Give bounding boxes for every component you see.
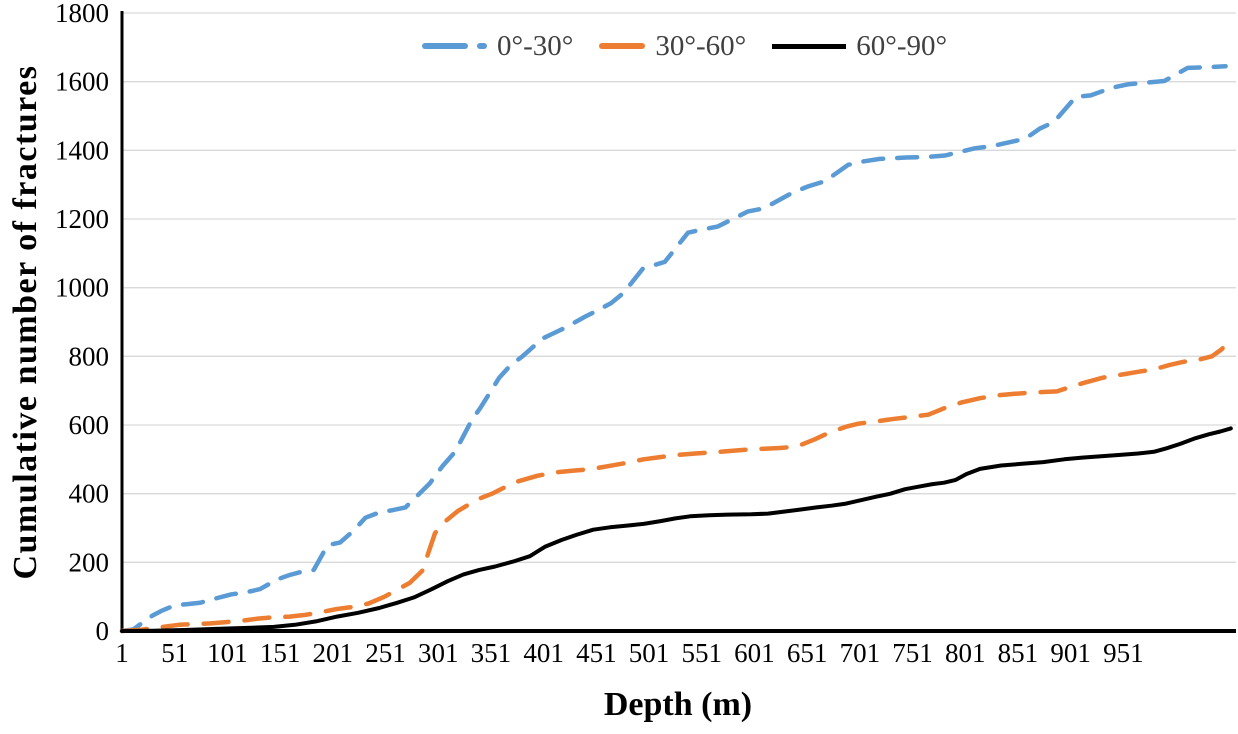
series-line-30°-60° xyxy=(119,338,1233,634)
x-tick-label: 851 xyxy=(998,638,1039,668)
legend-marker-solid-black xyxy=(772,43,847,49)
legend-item-30-60: 30°-60° xyxy=(599,30,746,63)
y-tick-label: 200 xyxy=(69,547,110,577)
legend-label: 60°-90° xyxy=(856,29,948,62)
legend-marker-dashed-blue xyxy=(422,43,487,49)
x-tick-label: 351 xyxy=(471,638,512,668)
x-tick-label: 551 xyxy=(681,638,722,668)
y-tick-label: 1200 xyxy=(55,204,109,234)
y-tick-label: 800 xyxy=(69,341,110,371)
legend-marker-dashed-orange xyxy=(599,43,646,49)
x-tick-label: 751 xyxy=(892,638,933,668)
x-tick-label: 251 xyxy=(365,638,406,668)
x-axis-title: Depth (m) xyxy=(603,686,753,723)
x-tick-label: 651 xyxy=(787,638,828,668)
legend-label: 0°-30° xyxy=(497,29,574,62)
y-tick-label: 1800 xyxy=(55,0,109,28)
series-line-0°-30° xyxy=(119,63,1228,634)
legend-item-60-90: 60°-90° xyxy=(772,30,947,63)
y-axis-title: Cumulative number of fractures xyxy=(7,64,44,580)
y-tick-label: 600 xyxy=(69,410,110,440)
x-tick-label: 201 xyxy=(313,638,354,668)
x-tick-label: 1 xyxy=(115,638,129,668)
x-tick-label: 101 xyxy=(207,638,248,668)
x-tick-label: 701 xyxy=(840,638,881,668)
x-tick-label: 501 xyxy=(629,638,670,668)
y-tick-label: 1600 xyxy=(55,67,109,97)
x-tick-label: 151 xyxy=(260,638,301,668)
legend-item-0-30: 0°-30° xyxy=(422,30,573,63)
y-tick-label: 400 xyxy=(69,479,110,509)
series-line-60°-90° xyxy=(120,426,1233,633)
x-tick-label: 401 xyxy=(523,638,564,668)
legend-label: 30°-60° xyxy=(655,29,747,62)
chart-legend: 0°-30° 30°-60° 60°-90° xyxy=(422,26,947,66)
y-tick-label: 1000 xyxy=(55,273,109,303)
x-tick-label: 951 xyxy=(1103,638,1144,668)
x-tick-label: 301 xyxy=(418,638,459,668)
x-tick-label: 601 xyxy=(734,638,775,668)
y-tick-label: 1400 xyxy=(55,135,109,165)
x-tick-label: 451 xyxy=(576,638,617,668)
x-tick-label: 801 xyxy=(945,638,986,668)
x-tick-label: 901 xyxy=(1050,638,1091,668)
x-tick-label: 51 xyxy=(161,638,188,668)
y-tick-label: 0 xyxy=(96,616,110,646)
